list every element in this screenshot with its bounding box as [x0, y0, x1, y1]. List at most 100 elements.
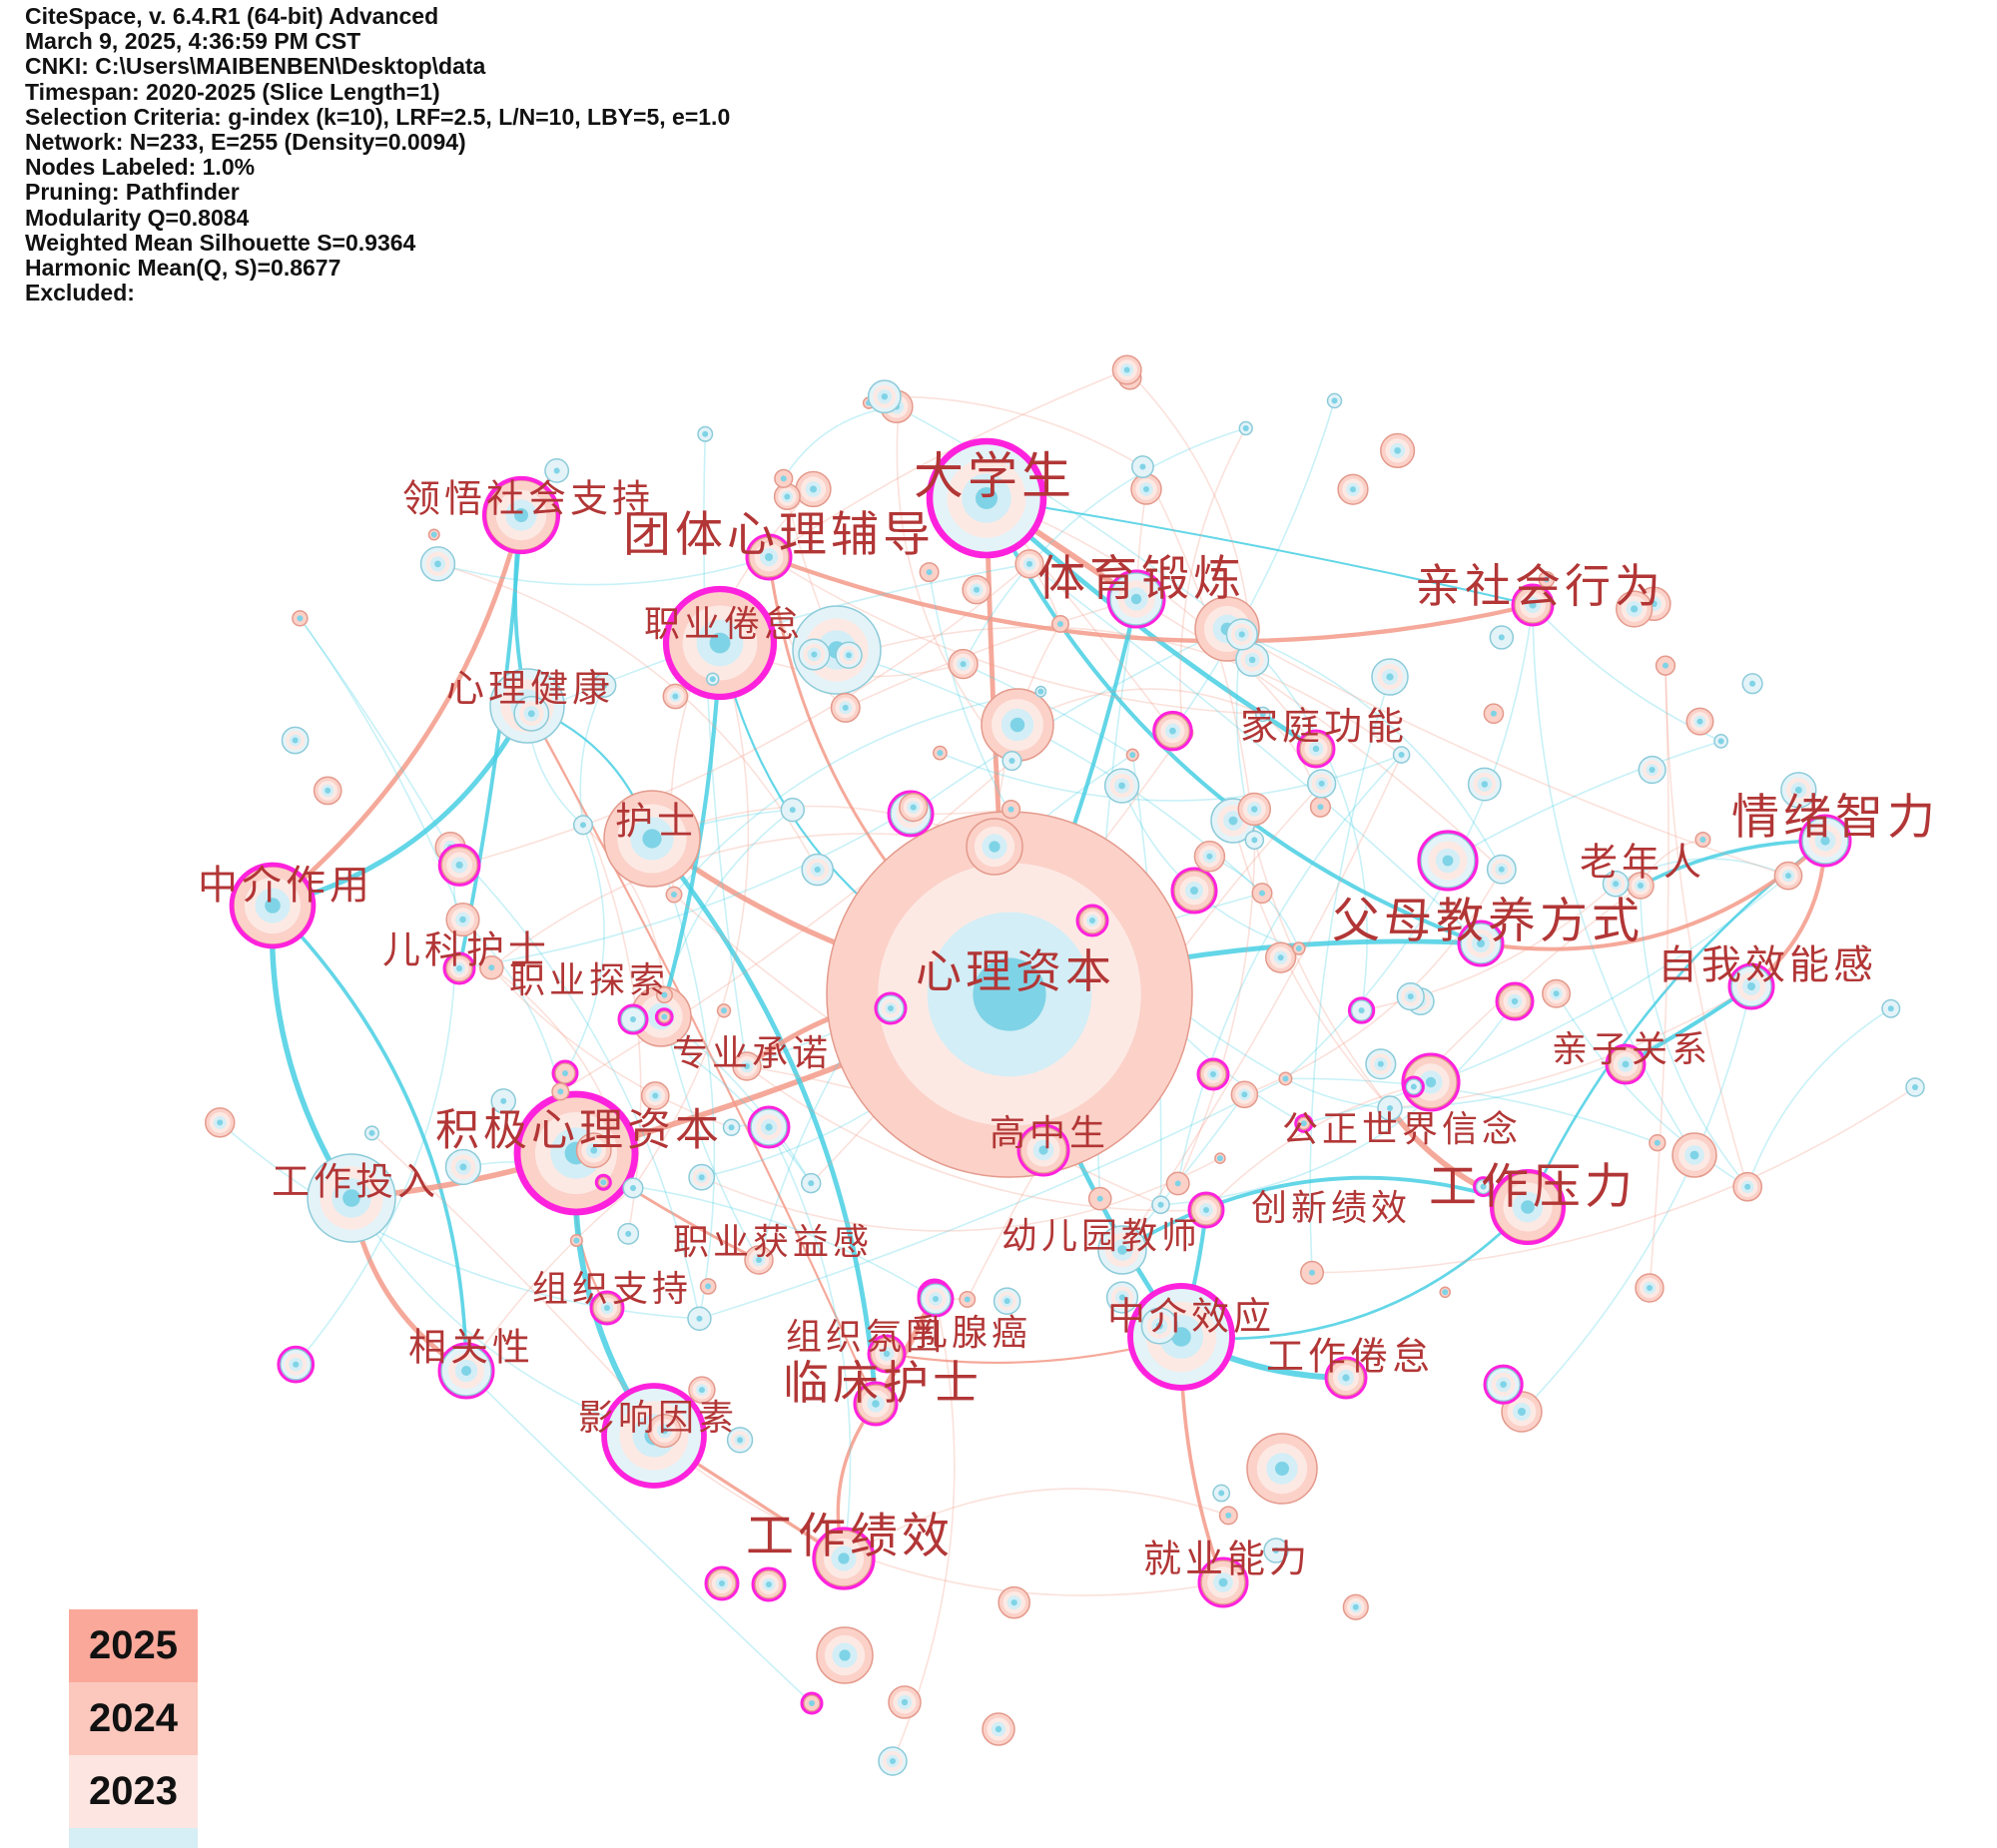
keyword-label[interactable]: 中介作用	[198, 863, 373, 909]
keyword-node[interactable]	[1309, 796, 1332, 818]
keyword-node[interactable]	[688, 1163, 716, 1191]
keyword-node[interactable]	[1165, 1171, 1190, 1196]
keyword-label[interactable]: 亲社会行为	[1415, 559, 1664, 613]
keyword-node[interactable]	[1152, 710, 1193, 752]
keyword-node[interactable]	[1511, 583, 1555, 627]
keyword-node[interactable]	[1798, 814, 1852, 868]
keyword-label[interactable]: 老年人	[1580, 841, 1705, 885]
keyword-node[interactable]	[313, 776, 342, 806]
keyword-label[interactable]: 护士	[615, 800, 699, 844]
keyword-label[interactable]: 工作绩效	[746, 1509, 954, 1564]
keyword-node[interactable]	[982, 1712, 1015, 1746]
keyword-label[interactable]: 团体心理辅导	[623, 507, 935, 563]
keyword-label[interactable]: 中介效应	[1107, 1295, 1275, 1339]
keyword-node[interactable]	[1014, 549, 1044, 579]
keyword-node[interactable]	[835, 641, 863, 669]
keyword-node[interactable]	[1105, 1281, 1139, 1314]
keyword-node[interactable]	[292, 610, 309, 627]
keyword-node[interactable]	[801, 1172, 822, 1194]
keyword-node[interactable]	[1212, 1484, 1231, 1503]
keyword-node[interactable]	[993, 1287, 1021, 1315]
keyword-node[interactable]	[594, 1173, 612, 1191]
keyword-node[interactable]	[1294, 1113, 1314, 1133]
keyword-node[interactable]	[437, 844, 481, 887]
keyword-label[interactable]: 工作投入	[272, 1160, 439, 1204]
keyword-node[interactable]	[1218, 1506, 1238, 1526]
keyword-node[interactable]	[948, 648, 979, 680]
keyword-node[interactable]	[1001, 750, 1022, 772]
keyword-node[interactable]	[1170, 867, 1218, 915]
keyword-node[interactable]	[1342, 1593, 1369, 1620]
keyword-node[interactable]	[773, 482, 801, 511]
keyword-node[interactable]	[1727, 962, 1775, 1010]
keyword-label[interactable]: 乳腺癌	[912, 1313, 1031, 1354]
keyword-node[interactable]	[1605, 1043, 1647, 1085]
keyword-node[interactable]	[867, 1334, 907, 1374]
keyword-node[interactable]	[1051, 614, 1069, 633]
keyword-node[interactable]	[1392, 746, 1411, 764]
keyword-label[interactable]: 幼儿园教师	[1001, 1216, 1201, 1257]
keyword-node[interactable]	[816, 1626, 874, 1684]
keyword-node[interactable]	[1713, 734, 1728, 749]
keyword-node[interactable]	[665, 886, 683, 904]
keyword-node[interactable]	[513, 695, 550, 732]
keyword-node[interactable]	[662, 683, 689, 710]
keyword-label[interactable]: 组织氛围	[786, 1317, 946, 1358]
keyword-node[interactable]	[1635, 1273, 1664, 1303]
keyword-node[interactable]	[1300, 1260, 1325, 1285]
keyword-node[interactable]	[1087, 1186, 1112, 1211]
keyword-node[interactable]	[551, 1082, 570, 1101]
keyword-node[interactable]	[437, 1342, 495, 1400]
keyword-node[interactable]	[801, 853, 835, 887]
keyword-node[interactable]	[1402, 1075, 1425, 1098]
keyword-label[interactable]: 工作压力	[1429, 1159, 1637, 1215]
keyword-node[interactable]	[853, 1381, 899, 1427]
keyword-node[interactable]	[1296, 729, 1336, 769]
keyword-node[interactable]	[1306, 769, 1337, 799]
keyword-node[interactable]	[1244, 830, 1265, 851]
keyword-node[interactable]	[513, 1090, 639, 1216]
keyword-node[interactable]	[1130, 473, 1162, 505]
keyword-node[interactable]	[442, 951, 476, 985]
keyword-node[interactable]	[229, 862, 317, 949]
keyword-node[interactable]	[1773, 861, 1803, 891]
keyword-node[interactable]	[647, 1413, 682, 1449]
keyword-node[interactable]	[744, 1245, 774, 1275]
keyword-node[interactable]	[1097, 1225, 1147, 1275]
keyword-node[interactable]	[1326, 392, 1343, 409]
keyword-node[interactable]	[697, 425, 714, 442]
keyword-node[interactable]	[277, 1345, 316, 1384]
keyword-node[interactable]	[1602, 870, 1630, 898]
keyword-label[interactable]: 情绪智力	[1731, 790, 1939, 846]
keyword-node[interactable]	[1225, 618, 1258, 651]
keyword-node[interactable]	[1016, 1123, 1070, 1177]
keyword-label[interactable]: 积极心理资本	[435, 1105, 723, 1156]
keyword-node[interactable]	[962, 575, 992, 605]
keyword-node[interactable]	[981, 688, 1054, 762]
keyword-node[interactable]	[1649, 1134, 1666, 1152]
keyword-node[interactable]	[1486, 854, 1517, 885]
keyword-node[interactable]	[1075, 904, 1109, 937]
keyword-label[interactable]: 儿科护士	[382, 928, 550, 972]
keyword-node[interactable]	[899, 792, 929, 823]
keyword-node[interactable]	[795, 470, 832, 508]
keyword-node[interactable]	[726, 1427, 754, 1454]
keyword-label[interactable]: 家庭功能	[1240, 705, 1408, 749]
keyword-node[interactable]	[1467, 767, 1502, 802]
keyword-node[interactable]	[1905, 1077, 1925, 1097]
keyword-node[interactable]	[1365, 1048, 1397, 1080]
keyword-node[interactable]	[1377, 1095, 1403, 1121]
keyword-node[interactable]	[1457, 920, 1505, 967]
keyword-node[interactable]	[1337, 473, 1369, 505]
keyword-node[interactable]	[1238, 420, 1253, 436]
keyword-node[interactable]	[1255, 706, 1271, 723]
keyword-node[interactable]	[1197, 1556, 1249, 1608]
keyword-label[interactable]: 组织支持	[532, 1269, 692, 1310]
keyword-node[interactable]	[1671, 1132, 1717, 1178]
keyword-node[interactable]	[589, 1290, 625, 1326]
keyword-node[interactable]	[1214, 1152, 1226, 1164]
keyword-node[interactable]	[826, 811, 1193, 1178]
keyword-node[interactable]	[445, 902, 480, 937]
keyword-node[interactable]	[1694, 831, 1711, 849]
